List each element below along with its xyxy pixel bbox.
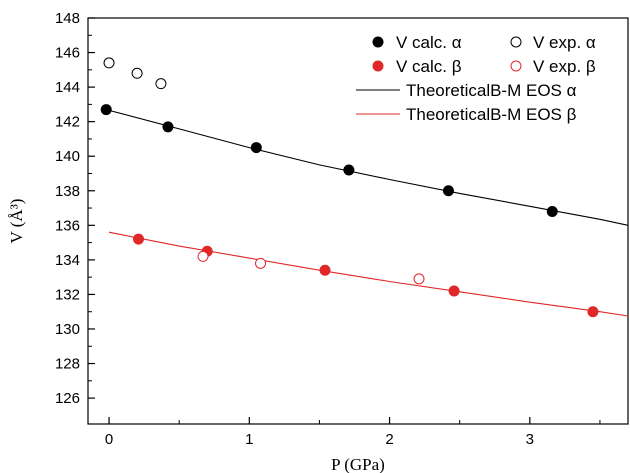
data-point (587, 306, 599, 318)
data-point (413, 273, 425, 285)
legend-marker (372, 36, 384, 48)
fit-line (106, 109, 629, 226)
data-point (197, 250, 209, 262)
y-tick-label: 138 (55, 183, 80, 200)
legend-label: TheoreticalB-M EOS α (406, 81, 577, 100)
y-tick-label: 140 (55, 148, 80, 165)
legend: V calc. α V exp. α V calc. β V exp. β Theore… (356, 33, 596, 124)
y-tick-label: 148 (55, 10, 80, 27)
legend-label: V exp. β (533, 57, 596, 76)
data-point (319, 264, 331, 276)
data-point (250, 142, 262, 154)
x-tick-label: 1 (245, 431, 253, 448)
x-tick-label: 3 (526, 431, 534, 448)
y-tick-label: 142 (55, 114, 80, 131)
legend-label: V exp. α (533, 33, 596, 52)
data-point (546, 205, 558, 217)
data-point (162, 121, 174, 133)
legend-marker (372, 60, 384, 72)
data-point (100, 104, 112, 116)
data-point (131, 67, 143, 79)
data-point (442, 185, 454, 197)
axis-ticks: 126 128 130 132 134 136 138 140 142 144 146 148 0 1 2 3 (55, 10, 601, 448)
plot-frame (87, 17, 629, 425)
y-tick-label: 136 (55, 217, 80, 234)
y-tick-label: 126 (55, 390, 80, 407)
data-point (103, 57, 115, 69)
y-axis-title: V (Å³) (7, 199, 26, 244)
data-points (100, 57, 599, 318)
x-tick-label: 0 (105, 431, 113, 448)
y-tick-label: 130 (55, 321, 80, 338)
y-tick-label: 132 (55, 286, 80, 303)
plot-border (87, 17, 629, 425)
legend-label: V calc. β (396, 57, 462, 76)
legend-marker (510, 60, 522, 72)
legend-label: TheoreticalB-M EOS β (406, 105, 577, 124)
legend-label: V calc. α (396, 33, 462, 52)
y-tick-label: 134 (55, 252, 80, 269)
y-tick-label: 128 (55, 356, 80, 373)
y-tick-label: 146 (55, 45, 80, 62)
data-point (448, 285, 460, 297)
x-tick-label: 2 (385, 431, 393, 448)
fit-line (108, 231, 629, 317)
x-axis-title: P (GPa) (331, 455, 385, 473)
data-point (132, 233, 144, 245)
data-point (343, 164, 355, 176)
data-point (155, 78, 167, 90)
y-tick-label: 144 (55, 79, 80, 96)
data-point (255, 257, 267, 269)
legend-marker (510, 36, 522, 48)
